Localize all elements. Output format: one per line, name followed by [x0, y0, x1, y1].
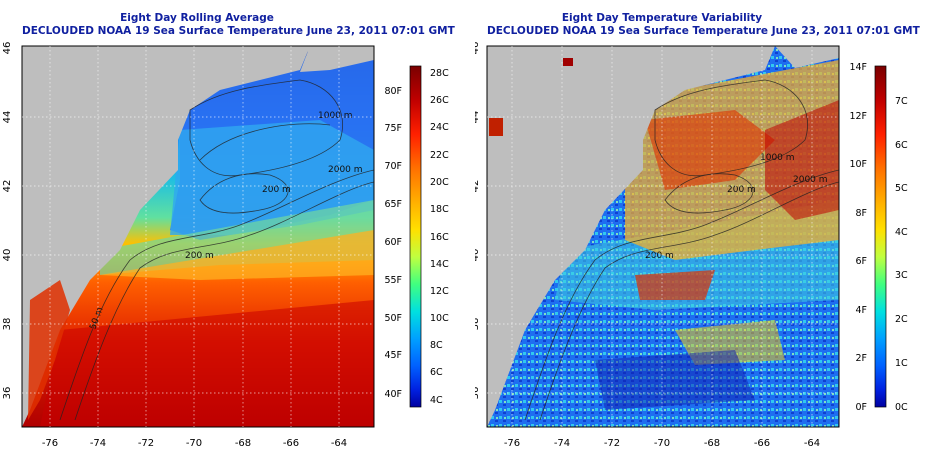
- contour-label: 2000 m: [793, 175, 828, 185]
- left-map-field: 1000 m 2000 m 200 m 200 m 50 m: [22, 46, 374, 427]
- svg-text:22C: 22C: [430, 150, 449, 161]
- right-map-frame: [486, 45, 840, 428]
- contour-label: 200 m: [727, 185, 756, 195]
- svg-text:65F: 65F: [384, 199, 402, 210]
- svg-text:75F: 75F: [384, 123, 402, 134]
- svg-text:14F: 14F: [849, 62, 867, 73]
- lat-tick: 46: [475, 42, 481, 55]
- svg-text:6C: 6C: [430, 367, 443, 378]
- contour-label: 1000 m: [760, 153, 795, 163]
- contour-label: 200 m: [185, 251, 214, 261]
- svg-text:4C: 4C: [895, 227, 908, 238]
- lon-tick: -74: [554, 438, 570, 449]
- svg-text:3C: 3C: [895, 270, 908, 281]
- left-lat-ticks: 46 44 42 40 38 36: [2, 42, 13, 400]
- right-colorbar-c-labels: 7C 6C 5C 4C 3C 2C 1C 0C: [895, 96, 908, 413]
- lon-tick: -68: [235, 438, 251, 449]
- left-colorbar-f-labels: 80F 75F 70F 65F 60F 55F 50F 45F 40F: [384, 86, 402, 400]
- right-map-title-line2: DECLOUDED NOAA 19 Sea Surface Temperatur…: [487, 25, 920, 37]
- contour-label: 200 m: [262, 185, 291, 195]
- left-lon-ticks: -76 -74 -72 -70 -68 -66 -64: [42, 438, 347, 449]
- svg-text:12C: 12C: [430, 286, 449, 297]
- svg-text:24C: 24C: [430, 122, 449, 133]
- contour-label: 2000 m: [328, 165, 363, 175]
- right-map-title-line1: Eight Day Temperature Variability: [561, 12, 763, 24]
- right-colorbar-f-labels: 14F 12F 10F 8F 6F 4F 2F 0F: [849, 62, 867, 413]
- svg-text:6F: 6F: [855, 256, 867, 267]
- right-colorbar: [874, 65, 887, 408]
- svg-text:6C: 6C: [895, 140, 908, 151]
- lon-tick: -66: [754, 438, 770, 449]
- svg-text:16C: 16C: [430, 232, 449, 243]
- svg-text:5C: 5C: [895, 183, 908, 194]
- svg-text:60F: 60F: [384, 237, 402, 248]
- svg-text:45F: 45F: [384, 350, 402, 361]
- left-map-frame: [21, 45, 375, 428]
- lon-tick: -72: [138, 438, 154, 449]
- svg-text:4F: 4F: [855, 305, 867, 316]
- right-map-field: 1000 m 2000 m 200 m 200 m: [487, 46, 839, 427]
- right-lon-ticks: -76 -74 -72 -70 -68 -66 -64: [504, 438, 820, 449]
- lat-tick: 42: [475, 180, 481, 193]
- lon-tick: -72: [604, 438, 620, 449]
- lat-tick: 44: [2, 111, 13, 124]
- svg-text:80F: 80F: [384, 86, 402, 97]
- svg-text:20C: 20C: [430, 177, 449, 188]
- left-map-title-line2: DECLOUDED NOAA 19 Sea Surface Temperatur…: [22, 25, 455, 37]
- left-map-title: Eight Day Rolling Average DECLOUDED NOAA…: [22, 12, 455, 38]
- lat-tick: 40: [2, 249, 13, 262]
- lat-tick: 36: [2, 387, 13, 400]
- svg-text:10C: 10C: [430, 313, 449, 324]
- right-lat-ticks: 46 44 42 40 38 36: [475, 42, 481, 400]
- lon-tick: -74: [90, 438, 106, 449]
- svg-text:14C: 14C: [430, 259, 449, 270]
- left-land: [22, 46, 310, 427]
- svg-text:12F: 12F: [849, 111, 867, 122]
- lat-tick: 38: [475, 318, 481, 331]
- svg-text:50F: 50F: [384, 313, 402, 324]
- svg-text:26C: 26C: [430, 95, 449, 106]
- lat-tick: 40: [475, 249, 481, 262]
- lat-tick: 46: [2, 42, 13, 55]
- lon-tick: -64: [331, 438, 347, 449]
- lon-tick: -70: [654, 438, 670, 449]
- lon-tick: -76: [42, 438, 58, 449]
- svg-text:0C: 0C: [895, 402, 908, 413]
- lat-tick: 42: [2, 180, 13, 193]
- left-gridlines: [22, 46, 374, 427]
- right-map-title: Eight Day Temperature Variability DECLOU…: [487, 12, 920, 38]
- contour-label: 200 m: [645, 251, 674, 261]
- svg-text:10F: 10F: [849, 159, 867, 170]
- left-map-title-line1: Eight Day Rolling Average: [120, 12, 274, 24]
- svg-text:8F: 8F: [855, 208, 867, 219]
- lat-tick: 36: [475, 387, 481, 400]
- left-map: 1000 m 2000 m 200 m 200 m 50 m 46 44 42 …: [2, 42, 449, 449]
- svg-text:7C: 7C: [895, 96, 908, 107]
- svg-text:2F: 2F: [855, 353, 867, 364]
- svg-text:70F: 70F: [384, 161, 402, 172]
- lon-tick: -68: [704, 438, 720, 449]
- svg-text:40F: 40F: [384, 389, 402, 400]
- svg-text:4C: 4C: [430, 395, 443, 406]
- right-gridlines: [487, 46, 839, 427]
- lon-tick: -70: [186, 438, 202, 449]
- lon-tick: -64: [804, 438, 820, 449]
- left-colorbar-c-labels: 28C 26C 24C 22C 20C 18C 16C 14C 12C 10C …: [430, 68, 449, 406]
- svg-text:0F: 0F: [855, 402, 867, 413]
- lon-tick: -66: [283, 438, 299, 449]
- svg-text:28C: 28C: [430, 68, 449, 79]
- lon-tick: -76: [504, 438, 520, 449]
- svg-text:18C: 18C: [430, 204, 449, 215]
- lat-tick: 44: [475, 111, 481, 124]
- svg-text:2C: 2C: [895, 314, 908, 325]
- svg-text:8C: 8C: [430, 340, 443, 351]
- right-contour-labels: 1000 m 2000 m 200 m 200 m: [645, 153, 828, 261]
- svg-text:1C: 1C: [895, 358, 908, 369]
- right-map: 1000 m 2000 m 200 m 200 m 46 44 42 40 38…: [475, 42, 908, 449]
- lat-tick: 38: [2, 318, 13, 331]
- contour-label: 1000 m: [318, 111, 353, 121]
- svg-text:55F: 55F: [384, 275, 402, 286]
- left-colorbar: [409, 65, 422, 408]
